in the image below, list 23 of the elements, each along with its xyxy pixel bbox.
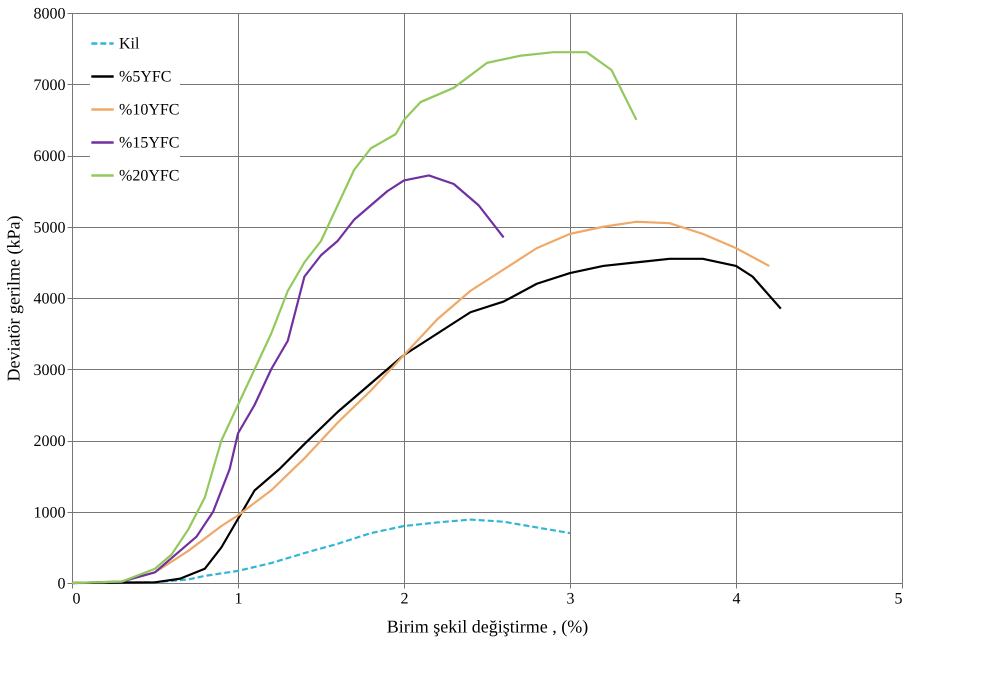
y-tick-label: 3000 xyxy=(34,362,66,379)
y-tick-label: 7000 xyxy=(34,76,66,94)
legend-label: %10YFC xyxy=(119,102,180,118)
y-tick-label: 5000 xyxy=(34,219,66,236)
y-tick-label: 1000 xyxy=(34,504,66,522)
x-tick-label: 3 xyxy=(566,590,574,608)
y-tick-label: 2000 xyxy=(34,433,66,450)
legend-label: %20YFC xyxy=(119,168,180,184)
y-tick-label: 6000 xyxy=(34,148,66,165)
x-axis-title: Birim şekil değiştirme , (%) xyxy=(386,616,588,636)
legend-label: %15YFC xyxy=(119,134,180,152)
x-tick-label: 5 xyxy=(894,590,902,608)
x-tick-label: 0 xyxy=(72,590,80,608)
x-tick-label: 1 xyxy=(234,590,242,608)
legend-label: Kil xyxy=(119,36,140,52)
x-tick-label: 2 xyxy=(400,590,408,608)
y-tick-label: 8000 xyxy=(34,6,66,22)
line-series xyxy=(70,51,638,584)
y-tick-label: 4000 xyxy=(34,290,66,308)
y-axis-title: Deviatör gerilme (kPa) xyxy=(4,216,24,382)
x-tick-label: 4 xyxy=(732,590,740,608)
legend-label: %5YFC xyxy=(119,68,172,86)
y-tick-label: 0 xyxy=(58,576,66,592)
